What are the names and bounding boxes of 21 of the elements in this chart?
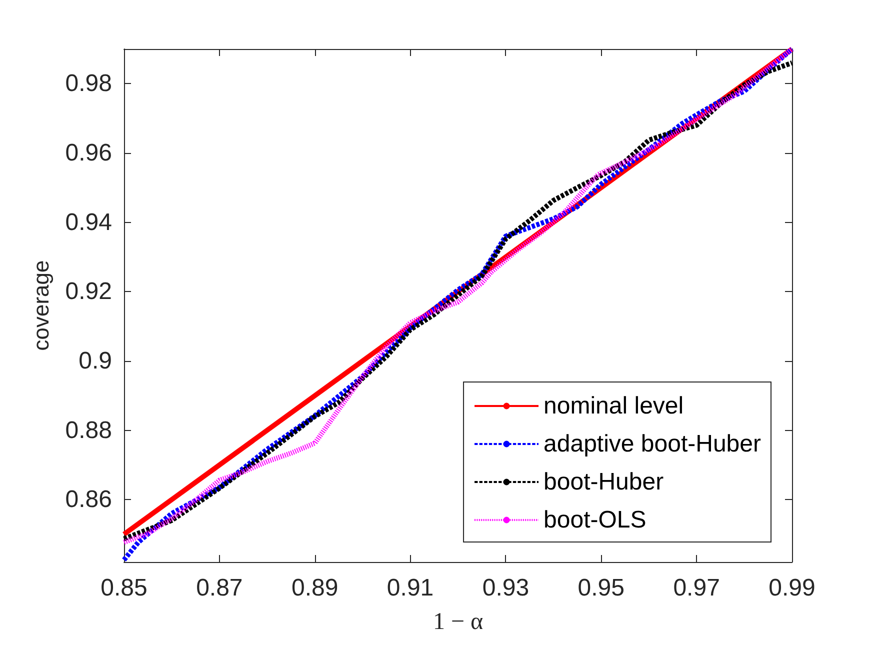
y-tick-label: 0.98	[65, 70, 112, 98]
x-tick-label: 0.95	[578, 574, 624, 602]
y-tick-label: 0.88	[65, 416, 112, 444]
legend-label: boot-OLS	[544, 506, 646, 534]
y-tick-label: 0.92	[65, 278, 112, 306]
x-tick-label: 0.93	[482, 574, 530, 602]
y-tick-label: 0.86	[65, 486, 112, 514]
y-tick-label: 0.94	[65, 208, 112, 236]
x-axis-title: 1 − α	[432, 609, 484, 635]
y-tick-label: 0.96	[65, 139, 112, 166]
legend-label: boot-Huber	[544, 468, 664, 496]
legend-label: nominal level	[544, 392, 684, 420]
legend-label: adaptive boot-Huber	[544, 430, 762, 458]
x-tick-label: 0.91	[386, 574, 434, 602]
x-tick-label: 0.97	[673, 574, 720, 602]
x-tick-label: 0.85	[100, 574, 148, 602]
y-tick-label: 0.9	[78, 347, 112, 374]
x-tick-label: 0.99	[768, 574, 816, 602]
x-tick-label: 0.87	[196, 574, 243, 602]
y-axis-title: coverage	[28, 260, 54, 351]
x-tick-label: 0.89	[292, 574, 338, 602]
